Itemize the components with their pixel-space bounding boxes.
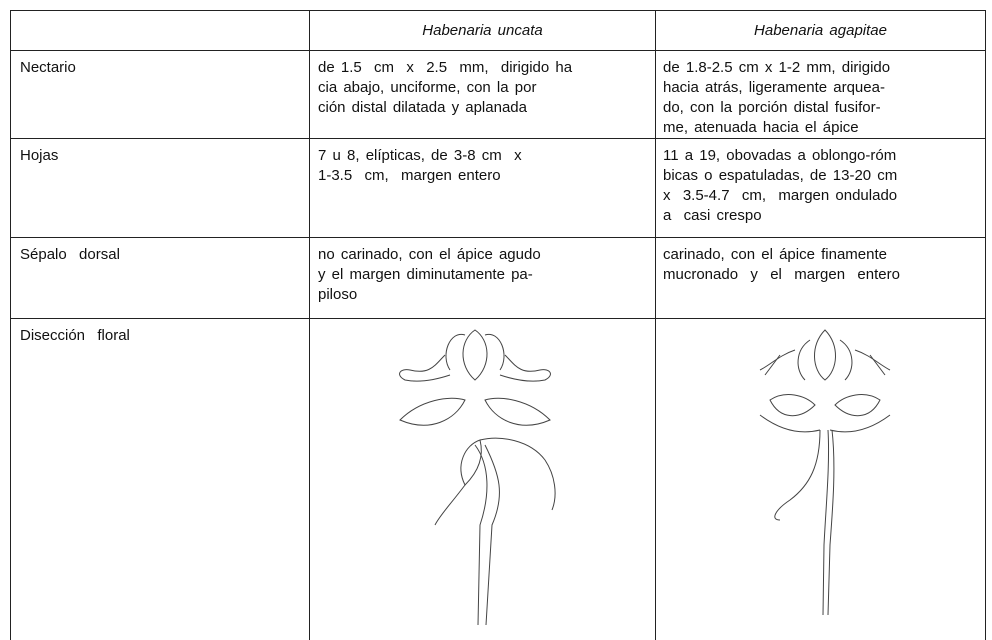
cell-line: de 1.8-2.5 cm x 1-2 mm, dirigido: [663, 59, 891, 76]
illustration-uncata: [399, 329, 556, 626]
rule: [10, 237, 986, 238]
row-label: Nectario: [20, 59, 76, 76]
cell-line: 11 a 19, obovadas a oblongo-róm: [663, 147, 897, 164]
cell-line: do, con la porción distal fusifor-: [663, 99, 881, 116]
cell-line: bicas o espatuladas, de 13-20 cm: [663, 167, 898, 184]
illustration-agapitae: [759, 329, 891, 616]
row-label: Hojas: [20, 147, 59, 164]
cell-line: piloso: [318, 286, 358, 303]
rule: [10, 318, 986, 319]
cell-line: mucronado y el margen entero: [663, 266, 900, 283]
row-label: Sépalo dorsal: [20, 246, 120, 263]
cell-line: y el margen diminutamente pa-: [318, 266, 533, 283]
rule: [10, 50, 986, 51]
cell-line: no carinado, con el ápice agudo: [318, 246, 541, 263]
cell-line: cia abajo, unciforme, con la por: [318, 79, 537, 96]
cell-line: 1-3.5 cm, margen entero: [318, 167, 501, 184]
rule: [10, 10, 11, 640]
column-header: Habenaria uncata: [422, 22, 543, 39]
row-label: Disección floral: [20, 327, 130, 344]
rule: [10, 138, 986, 139]
cell-line: carinado, con el ápice finamente: [663, 246, 887, 263]
cell-line: de 1.5 cm x 2.5 mm, dirigido ha: [318, 59, 573, 76]
cell-line: x 3.5-4.7 cm, margen ondulado: [663, 187, 898, 204]
cell-line: hacia atrás, ligeramente arquea-: [663, 79, 885, 96]
cell-line: me, atenuada hacia el ápice: [663, 119, 859, 136]
column-header: Habenaria agapitae: [754, 22, 887, 39]
cell-line: a casi crespo: [663, 207, 762, 224]
rule: [655, 10, 656, 640]
rule: [309, 10, 310, 640]
cell-line: ción distal dilatada y aplanada: [318, 99, 527, 116]
rule: [10, 10, 986, 11]
rule: [985, 10, 986, 640]
cell-line: 7 u 8, elípticas, de 3-8 cm x: [318, 147, 522, 164]
